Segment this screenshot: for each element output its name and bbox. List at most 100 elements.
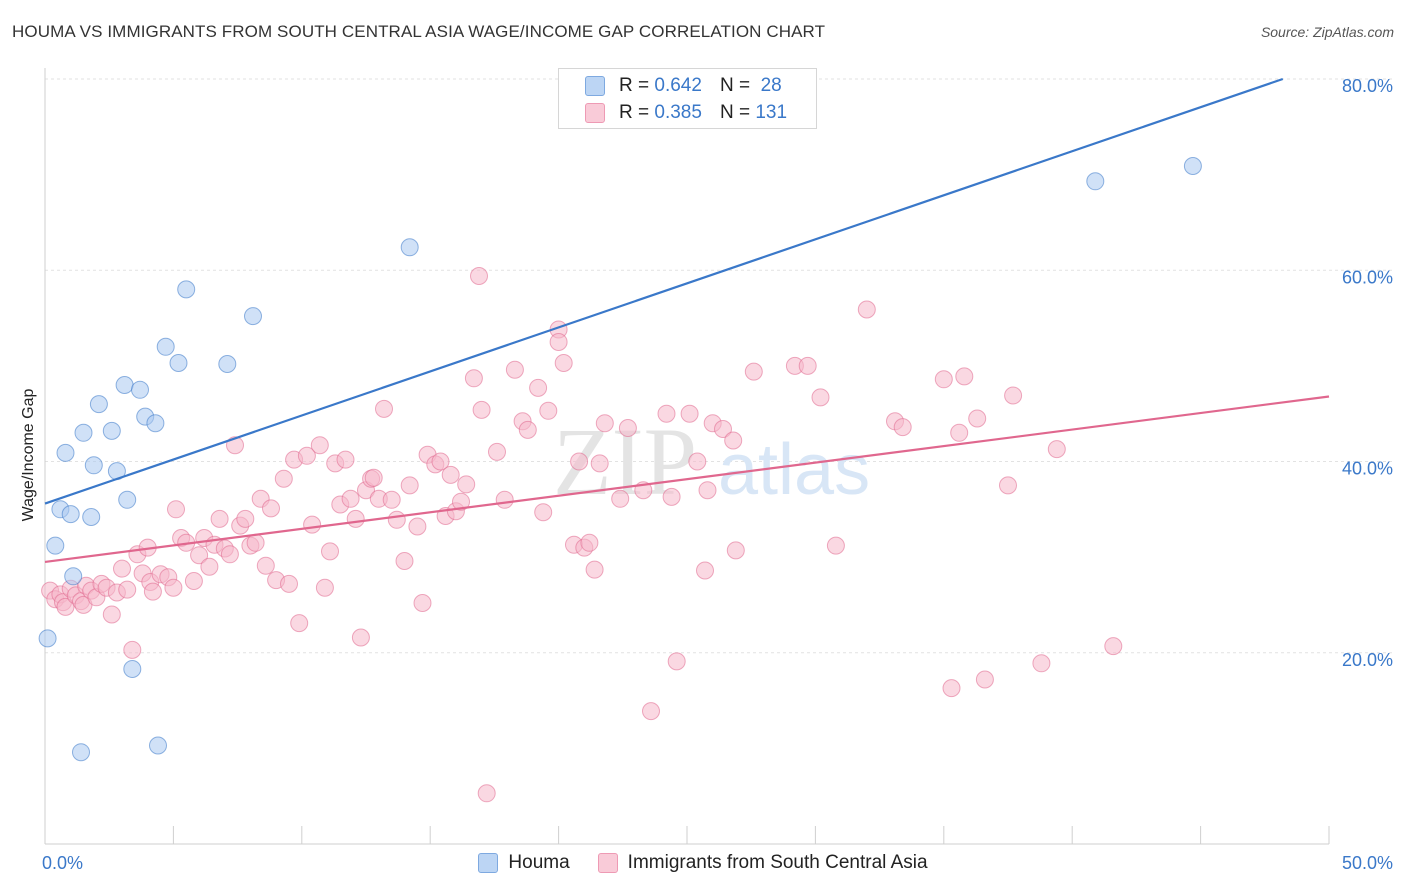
data-point-houma bbox=[1086, 172, 1105, 191]
series-label-houma: Houma bbox=[508, 852, 570, 873]
data-point-immigrants bbox=[857, 300, 876, 319]
data-point-immigrants bbox=[220, 545, 239, 564]
data-point-immigrants bbox=[452, 492, 470, 511]
data-point-immigrants bbox=[351, 628, 370, 647]
data-point-immigrants bbox=[167, 500, 185, 519]
data-point-immigrants bbox=[472, 400, 491, 419]
data-point-immigrants bbox=[210, 509, 229, 528]
series-immigrants-points bbox=[41, 267, 1123, 803]
data-point-immigrants bbox=[336, 450, 355, 469]
series-legend: Houma Immigrants from South Central Asia bbox=[0, 852, 1406, 874]
series-houma-points bbox=[38, 157, 1202, 762]
data-point-immigrants bbox=[364, 468, 383, 487]
data-point-immigrants bbox=[280, 574, 298, 593]
data-point-immigrants bbox=[1004, 386, 1023, 405]
data-point-immigrants bbox=[1104, 637, 1123, 656]
data-point-immigrants bbox=[999, 476, 1017, 495]
data-point-houma bbox=[156, 337, 175, 356]
data-point-immigrants bbox=[505, 360, 524, 379]
data-point-immigrants bbox=[382, 490, 401, 509]
data-point-immigrants bbox=[321, 542, 339, 561]
legend-n-value-immigrants: 131 bbox=[755, 102, 788, 123]
data-point-houma bbox=[131, 380, 149, 399]
data-point-immigrants bbox=[657, 404, 676, 423]
data-point-immigrants bbox=[464, 369, 483, 388]
trend-line-immigrants bbox=[44, 395, 1330, 563]
data-point-immigrants bbox=[164, 578, 183, 597]
watermark-atlas: atlas bbox=[718, 430, 870, 510]
data-point-houma bbox=[123, 660, 142, 678]
data-point-immigrants bbox=[431, 452, 450, 471]
data-point-houma bbox=[244, 307, 262, 326]
data-point-houma bbox=[61, 505, 80, 524]
tick-labels: 20.0% 40.0% 60.0% 80.0% 0.0% 50.0% bbox=[42, 76, 1393, 873]
data-point-immigrants bbox=[190, 546, 209, 565]
legend-n-label: N = bbox=[719, 75, 751, 96]
data-point-immigrants bbox=[618, 419, 637, 437]
data-point-houma bbox=[149, 736, 167, 755]
data-point-houma bbox=[218, 355, 237, 373]
data-point-houma bbox=[46, 536, 65, 555]
data-point-immigrants bbox=[297, 446, 316, 465]
data-point-immigrants bbox=[811, 388, 830, 407]
legend-swatch-houma bbox=[585, 76, 605, 96]
legend-r-value-immigrants: 0.385 bbox=[654, 102, 702, 123]
data-point-immigrants bbox=[470, 267, 488, 285]
data-point-houma bbox=[72, 743, 90, 762]
data-point-immigrants bbox=[688, 452, 707, 471]
series-swatch-houma bbox=[478, 853, 499, 873]
data-point-immigrants bbox=[549, 333, 568, 351]
data-point-immigrants bbox=[457, 475, 476, 494]
data-point-houma bbox=[64, 567, 83, 586]
data-point-houma bbox=[1183, 157, 1202, 175]
data-point-immigrants bbox=[744, 362, 763, 381]
data-point-immigrants bbox=[585, 560, 604, 579]
data-point-immigrants bbox=[113, 559, 131, 578]
data-point-immigrants bbox=[726, 541, 745, 560]
data-point-immigrants bbox=[184, 572, 203, 590]
data-point-immigrants bbox=[539, 401, 558, 420]
data-point-houma bbox=[82, 508, 101, 526]
data-point-houma bbox=[115, 376, 134, 394]
data-point-immigrants bbox=[570, 452, 589, 471]
data-point-immigrants bbox=[303, 515, 322, 534]
data-point-houma bbox=[38, 629, 57, 648]
data-point-immigrants bbox=[118, 580, 137, 599]
data-point-immigrants bbox=[495, 490, 514, 509]
series-legend-houma[interactable]: Houma bbox=[478, 852, 570, 874]
data-point-immigrants bbox=[667, 652, 686, 671]
data-point-houma bbox=[400, 238, 419, 257]
axes bbox=[44, 68, 1330, 845]
legend-r-label: R = bbox=[619, 75, 650, 96]
data-point-immigrants bbox=[1032, 654, 1051, 673]
data-point-houma bbox=[89, 395, 108, 414]
data-point-immigrants bbox=[893, 418, 912, 437]
data-point-immigrants bbox=[262, 499, 280, 518]
data-point-immigrants bbox=[143, 582, 162, 601]
data-point-immigrants bbox=[408, 517, 427, 536]
data-point-immigrants bbox=[123, 640, 142, 659]
data-point-immigrants bbox=[346, 509, 365, 528]
y-tick-label: 80.0% bbox=[1342, 76, 1393, 96]
series-legend-immigrants[interactable]: Immigrants from South Central Asia bbox=[597, 852, 928, 874]
data-point-immigrants bbox=[554, 354, 573, 372]
data-point-immigrants bbox=[400, 476, 419, 495]
data-point-immigrants bbox=[611, 489, 630, 508]
data-point-immigrants bbox=[955, 367, 974, 386]
source-credit: Source: ZipAtlas.com bbox=[1260, 24, 1394, 40]
data-point-immigrants bbox=[236, 509, 255, 528]
legend-r-value-houma: 0.642 bbox=[654, 75, 702, 96]
data-point-immigrants bbox=[950, 423, 969, 442]
legend-r-label: R = bbox=[619, 102, 650, 123]
data-point-immigrants bbox=[529, 378, 548, 397]
data-point-immigrants bbox=[256, 556, 275, 575]
x-tick-label-min: 0.0% bbox=[42, 853, 83, 873]
data-point-houma bbox=[177, 280, 196, 299]
data-point-immigrants bbox=[942, 679, 961, 698]
data-point-immigrants bbox=[200, 557, 219, 576]
data-point-immigrants bbox=[724, 431, 743, 450]
x-tick-label-max: 50.0% bbox=[1342, 853, 1393, 873]
data-point-immigrants bbox=[477, 784, 496, 803]
data-point-immigrants bbox=[975, 670, 994, 689]
